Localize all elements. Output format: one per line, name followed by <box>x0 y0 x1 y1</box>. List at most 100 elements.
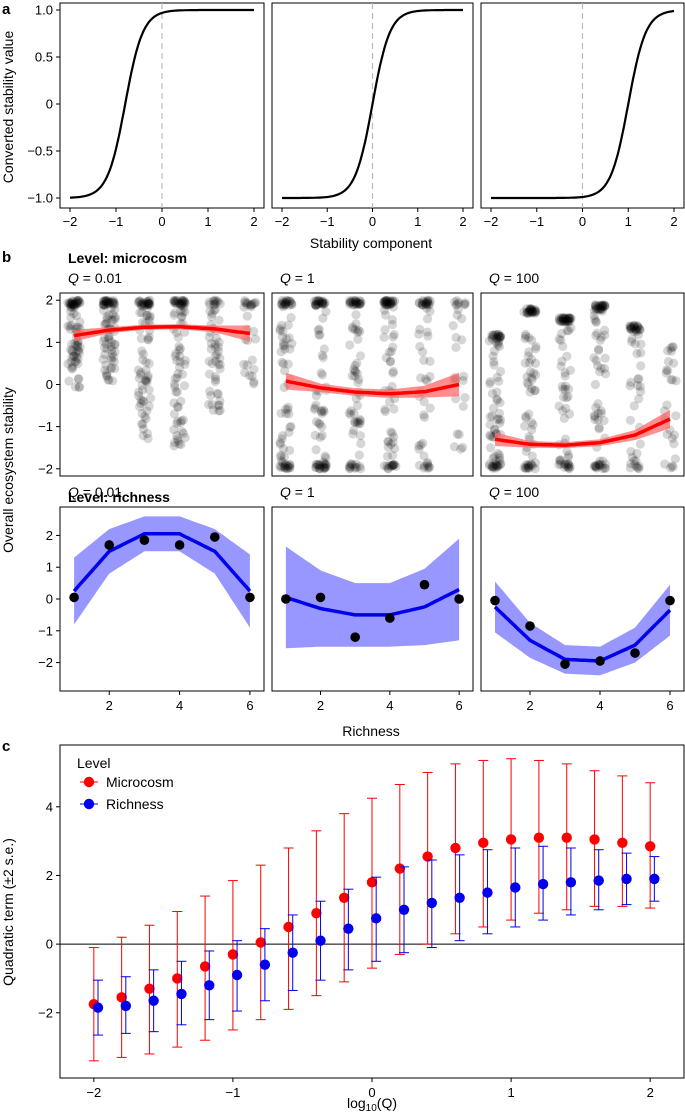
data-point <box>485 412 495 422</box>
data-point <box>523 351 533 361</box>
panel-c-x-tick-label: 2 <box>647 1085 654 1100</box>
data-point <box>63 321 73 331</box>
data-point <box>69 309 79 319</box>
data-point <box>350 297 360 307</box>
data-point <box>211 374 221 385</box>
data-point <box>310 299 320 310</box>
data-point <box>138 431 148 441</box>
facet-label-var: Q <box>489 270 500 286</box>
data-point <box>590 300 600 310</box>
data-point <box>102 297 112 307</box>
data-point <box>633 463 643 473</box>
data-point <box>387 315 397 325</box>
data-point <box>242 300 252 310</box>
panel-a-y-tick-label: 0 <box>46 97 53 112</box>
data-point <box>313 325 323 335</box>
data-point <box>418 300 428 310</box>
data-point <box>199 961 211 972</box>
data-point <box>139 300 149 310</box>
data-point <box>560 316 570 326</box>
data-point <box>356 296 366 307</box>
data-point <box>594 300 604 310</box>
data-point <box>667 461 677 471</box>
data-point <box>317 298 327 309</box>
data-point <box>627 334 637 344</box>
data-point <box>388 296 398 306</box>
data-point <box>423 461 433 471</box>
data-point <box>278 444 289 454</box>
data-point <box>204 980 215 991</box>
panel-c-x-tick-label: 1 <box>507 1085 514 1100</box>
data-point <box>591 303 601 313</box>
data-point <box>598 456 608 466</box>
data-point <box>170 296 180 306</box>
facet-label-value: = 0.01 <box>79 484 122 500</box>
data-point <box>626 322 637 333</box>
data-point <box>595 656 605 666</box>
panel-c-x-label-rest: (Q) <box>377 1095 397 1111</box>
data-point <box>239 359 249 369</box>
data-point <box>351 298 361 308</box>
confidence-band <box>74 516 250 628</box>
data-point <box>136 395 146 405</box>
data-point <box>312 299 322 309</box>
data-point <box>636 339 646 349</box>
data-point <box>110 312 120 322</box>
data-point <box>491 463 501 473</box>
data-point <box>316 406 326 417</box>
data-point <box>99 299 109 310</box>
data-point <box>381 297 391 307</box>
data-point <box>629 321 639 331</box>
data-point <box>598 463 608 474</box>
data-point <box>521 446 531 456</box>
data-point <box>355 299 365 310</box>
data-point <box>242 311 252 321</box>
data-point <box>101 339 111 349</box>
data-point <box>280 463 291 473</box>
data-point <box>487 432 498 442</box>
data-point <box>557 328 567 339</box>
data-point <box>315 432 325 443</box>
data-point <box>204 399 214 410</box>
data-point <box>347 297 357 307</box>
data-point <box>379 297 389 307</box>
data-point <box>524 409 534 419</box>
data-point <box>277 320 287 331</box>
data-point <box>635 325 645 335</box>
data-point <box>633 380 643 391</box>
data-point <box>73 341 83 352</box>
data-point <box>210 351 220 361</box>
data-point <box>255 937 266 948</box>
data-point <box>279 297 290 307</box>
data-point <box>644 841 656 852</box>
data-point <box>108 295 119 306</box>
data-point <box>597 306 607 316</box>
data-point <box>631 456 641 466</box>
data-point <box>425 299 435 309</box>
data-point <box>495 397 505 408</box>
data-point <box>425 371 435 382</box>
data-point <box>589 411 599 421</box>
data-point <box>380 299 390 310</box>
data-point <box>355 351 366 361</box>
data-point <box>350 417 360 427</box>
data-point <box>526 304 537 314</box>
data-point <box>494 333 505 343</box>
data-point <box>527 417 537 427</box>
data-point <box>170 298 181 308</box>
data-point <box>460 298 470 308</box>
data-point <box>98 354 108 364</box>
data-point <box>666 375 676 385</box>
data-point <box>315 296 325 306</box>
data-point <box>205 306 215 316</box>
data-point <box>597 460 607 470</box>
data-point <box>282 296 292 306</box>
facet-label-var: Q <box>280 484 291 500</box>
data-point <box>210 305 221 315</box>
data-point <box>321 307 331 317</box>
data-point <box>350 632 360 642</box>
fit-line <box>73 325 251 338</box>
data-point <box>662 429 672 439</box>
data-point <box>249 364 259 374</box>
